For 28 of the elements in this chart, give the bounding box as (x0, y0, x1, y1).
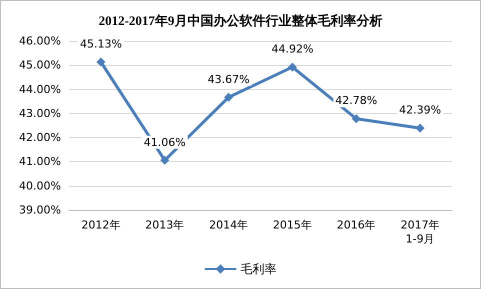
x-tick-label: 2016年 (336, 218, 376, 232)
x-tick-label: 2013年 (145, 218, 184, 232)
data-label: 42.39% (399, 104, 442, 117)
point (416, 124, 425, 133)
y-tick-label: 43.00% (19, 106, 61, 120)
data-label: 43.67% (208, 72, 250, 86)
point (288, 62, 297, 72)
data-label: 41.06% (144, 136, 186, 149)
y-tick-label: 46.00% (19, 34, 61, 48)
x-tick-label: 2015年 (272, 218, 312, 232)
y-tick-label: 41.00% (19, 155, 61, 168)
data-label: 45.13% (80, 38, 122, 51)
data-label: 44.92% (271, 42, 314, 56)
y-tick-label: 39.00% (19, 204, 61, 216)
y-tick-label: 44.00% (19, 82, 61, 96)
x-tick-label: 2017年 1-9月 (400, 218, 440, 246)
point (160, 156, 170, 165)
y-tick-label: 45.00% (19, 58, 61, 72)
chart-title: 2012-2017年9月中国办公软件行业整体毛利率分析 (98, 13, 382, 28)
y-tick-label: 40.00% (19, 179, 61, 192)
data-label: 42.78% (335, 94, 378, 108)
legend-label: 毛利率 (240, 262, 276, 276)
point (224, 92, 234, 102)
point (352, 114, 361, 124)
x-tick-label: 2014年 (209, 218, 248, 232)
x-tick-label: 2012年 (81, 218, 120, 232)
point (96, 58, 106, 67)
y-tick-label: 42.00% (19, 131, 61, 144)
